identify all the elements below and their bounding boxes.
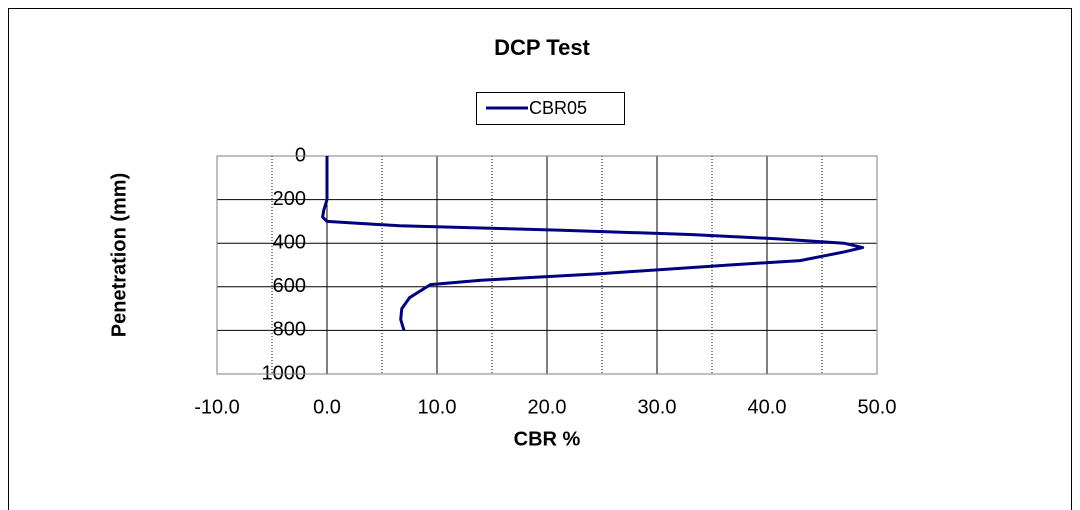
y-tick-label: 1000 xyxy=(262,362,307,384)
x-axis-label: CBR % xyxy=(514,428,581,450)
data-line xyxy=(321,156,865,331)
y-tick-label: 600 xyxy=(273,275,306,297)
y-tick-label: 200 xyxy=(273,188,306,210)
y-tick-label: 400 xyxy=(273,231,306,253)
y-tick-label: 800 xyxy=(273,319,306,341)
y-axis-label: Penetration (mm) xyxy=(108,173,130,337)
x-tick-label: 0.0 xyxy=(313,396,341,418)
x-tick-label: -10.0 xyxy=(194,396,240,418)
chart-title: DCP Test xyxy=(494,35,590,60)
x-tick-label: 30.0 xyxy=(638,396,677,418)
plot-border xyxy=(216,155,878,375)
y-tick-label: 0 xyxy=(295,144,306,166)
x-tick-label: 20.0 xyxy=(528,396,567,418)
legend-label: CBR05 xyxy=(529,98,587,118)
x-tick-label: 10.0 xyxy=(418,396,457,418)
x-tick-label: 50.0 xyxy=(858,396,897,418)
x-tick-label: 40.0 xyxy=(748,396,787,418)
